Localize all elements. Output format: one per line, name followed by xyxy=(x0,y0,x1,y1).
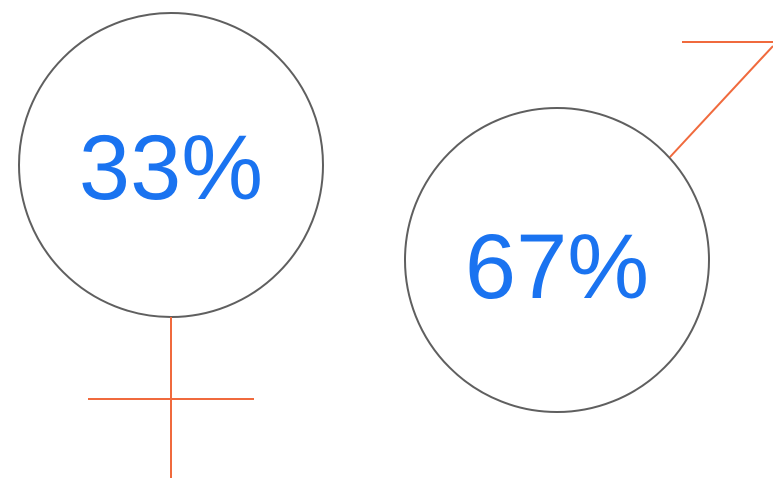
male-ring xyxy=(404,107,710,413)
male-arrow-shaft xyxy=(669,45,773,158)
female-percent-label: 33% xyxy=(79,117,263,219)
male-percent-label: 67% xyxy=(465,216,649,318)
male-symbol-icon: 67% xyxy=(404,41,773,413)
female-symbol-icon: 33% xyxy=(18,12,324,478)
